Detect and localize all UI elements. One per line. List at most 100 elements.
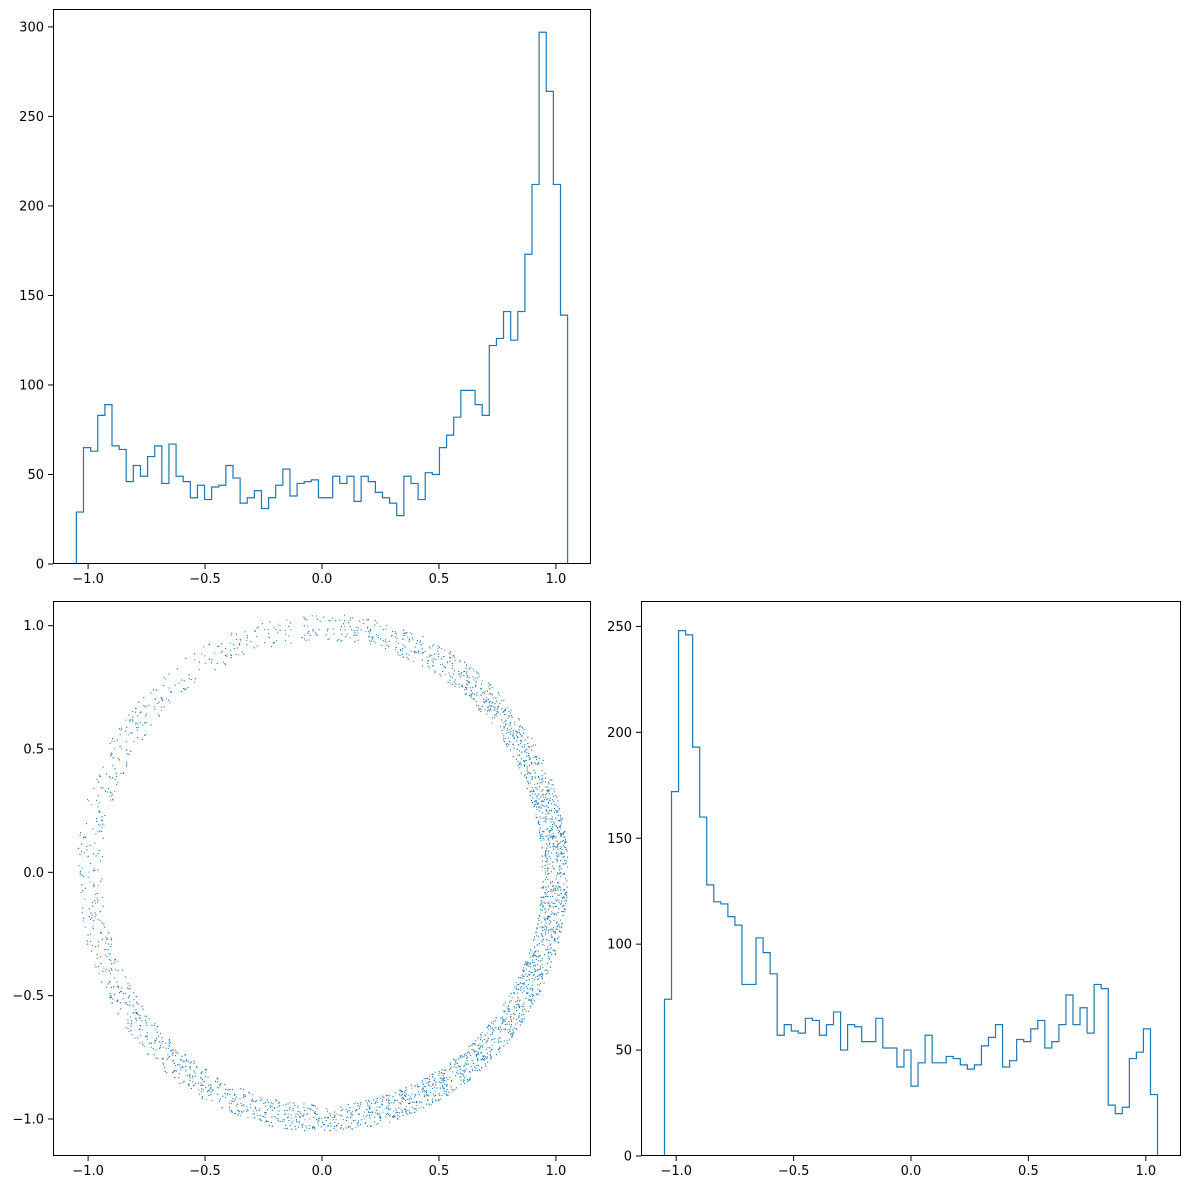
scatter-point: [155, 1040, 157, 1042]
scatter-point: [459, 1056, 461, 1058]
scatter-point: [528, 962, 530, 964]
scatter-point: [542, 938, 544, 940]
scatter-point: [552, 861, 554, 863]
histogram-step-line: [75, 31, 569, 564]
scatter-point: [498, 1037, 500, 1039]
scatter-point: [147, 1038, 149, 1040]
scatter-point: [475, 1054, 477, 1056]
scatter-point: [541, 778, 543, 780]
scatter-point: [421, 659, 423, 661]
scatter-point: [546, 876, 548, 878]
scatter-point: [102, 787, 104, 789]
scatter-point: [548, 915, 550, 917]
scatter-point: [129, 985, 131, 987]
scatter-point: [491, 722, 493, 724]
scatter-point: [88, 871, 90, 873]
scatter-point: [428, 1081, 430, 1083]
scatter-point: [491, 686, 493, 688]
scatter-point: [550, 829, 552, 831]
scatter-point: [179, 1069, 181, 1071]
scatter-point: [547, 901, 549, 903]
scatter-point: [175, 1049, 177, 1051]
scatter-point: [131, 732, 133, 734]
scatter-point: [493, 1030, 495, 1032]
scatter-point: [342, 623, 344, 625]
scatter-point: [551, 793, 553, 795]
scatter-point: [241, 1111, 243, 1113]
scatter-point: [403, 633, 405, 635]
scatter-point: [108, 958, 110, 960]
scatter-point: [518, 744, 520, 746]
scatter-point: [534, 755, 536, 757]
scatter-point: [464, 1077, 466, 1079]
scatter-point: [557, 827, 559, 829]
y-tick-label: −0.5: [12, 989, 44, 1004]
scatter-point: [208, 1095, 210, 1097]
scatter-point: [237, 647, 239, 649]
scatter-point: [445, 1077, 447, 1079]
scatter-point: [341, 633, 343, 635]
scatter-point: [536, 806, 538, 808]
scatter-point: [496, 700, 498, 702]
scatter-point: [476, 1057, 478, 1059]
scatter-point: [90, 919, 92, 921]
scatter-point: [524, 746, 526, 748]
scatter-point: [318, 1124, 320, 1126]
scatter-point: [560, 868, 562, 870]
scatter-point: [93, 870, 95, 872]
scatter-point: [118, 759, 120, 761]
scatter-point: [357, 639, 359, 641]
scatter-point: [545, 777, 547, 779]
scatter-point: [129, 1001, 131, 1003]
scatter-point: [539, 968, 541, 970]
scatter-point: [551, 902, 553, 904]
scatter-point: [555, 900, 557, 902]
scatter-point: [459, 660, 461, 662]
scatter-point: [126, 764, 128, 766]
scatter-point: [379, 1120, 381, 1122]
scatter-point: [540, 972, 542, 974]
scatter-point: [135, 722, 137, 724]
scatter-point: [548, 940, 550, 942]
scatter-point: [510, 722, 512, 724]
scatter-point: [441, 1079, 443, 1081]
scatter-point: [388, 1113, 390, 1115]
scatter-point: [424, 1091, 426, 1093]
scatter-point: [410, 1096, 412, 1098]
scatter-point: [550, 952, 552, 954]
scatter-point: [231, 1111, 233, 1113]
scatter-point: [115, 772, 117, 774]
scatter-point: [537, 802, 539, 804]
scatter-point: [548, 923, 550, 925]
scatter-point: [205, 1086, 207, 1088]
scatter-point: [104, 926, 106, 928]
scatter-point: [559, 825, 561, 827]
scatter-point: [132, 720, 134, 722]
scatter-point: [491, 1044, 493, 1046]
scatter-point: [550, 943, 552, 945]
scatter-point: [463, 1082, 465, 1084]
scatter-point: [537, 823, 539, 825]
scatter-point: [537, 775, 539, 777]
scatter-point: [502, 1021, 504, 1023]
scatter-point: [503, 1019, 505, 1021]
scatter-point: [400, 1108, 402, 1110]
scatter-point: [447, 1078, 449, 1080]
scatter-point: [251, 1099, 253, 1101]
scatter-point: [100, 819, 102, 821]
scatter-point: [440, 1082, 442, 1084]
scatter-point: [503, 737, 504, 739]
scatter-point: [431, 1076, 433, 1078]
scatter-point: [554, 938, 556, 940]
scatter-point: [529, 999, 531, 1001]
scatter-point: [484, 1034, 486, 1036]
scatter-point: [537, 795, 539, 797]
scatter-point: [355, 1110, 357, 1112]
scatter-point: [158, 715, 160, 717]
scatter-point: [130, 1023, 132, 1025]
scatter-point: [480, 1039, 482, 1041]
scatter-point: [474, 693, 476, 695]
scatter-point: [546, 895, 548, 897]
scatter-point: [109, 982, 111, 984]
scatter-point: [459, 673, 461, 675]
